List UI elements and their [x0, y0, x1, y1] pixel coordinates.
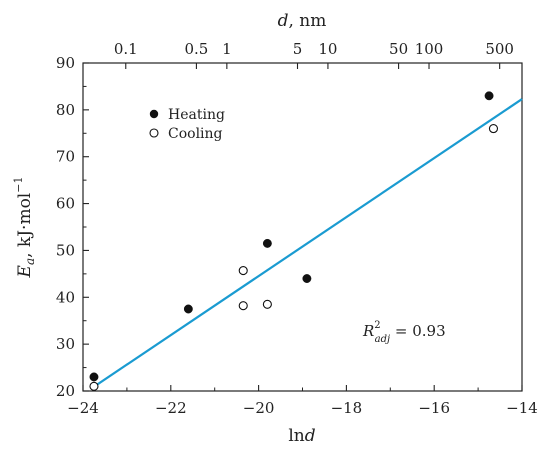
top-tick-label: 10	[318, 40, 337, 58]
left-y-axis: 20 30 40 50 60 70 80 90	[56, 54, 89, 400]
top-tick-label: 100	[415, 40, 444, 58]
cooling-point	[238, 301, 248, 311]
top-tick-label: 0.5	[184, 40, 208, 58]
legend-marker-cooling	[149, 128, 159, 138]
y-tick-label: 30	[56, 335, 75, 353]
legend-label-cooling: Cooling	[168, 126, 223, 142]
y-axis-label: Ea, kJ·mol−1	[12, 177, 37, 279]
x-tick-label: −18	[331, 399, 363, 417]
heating-point	[183, 304, 193, 314]
fit-line	[91, 98, 523, 390]
cooling-point	[488, 124, 499, 134]
top-tick-label: 0.1	[114, 40, 138, 58]
x-axis-label: lnd	[288, 426, 315, 446]
x-tick-label: −16	[418, 399, 450, 417]
cooling-point	[262, 299, 272, 309]
r2-annotation: R2 adj = 0.93	[362, 320, 446, 345]
cooling-point	[238, 266, 248, 276]
top-x-axis-label: d, nm	[278, 11, 327, 31]
heating-point	[262, 238, 272, 248]
x-tick-label: −14	[506, 399, 538, 417]
legend: Heating Cooling	[149, 107, 225, 142]
heating-point	[302, 274, 312, 283]
x-tick-label: −20	[243, 399, 275, 417]
y-tick-label: 90	[56, 54, 75, 72]
heating-point	[484, 91, 494, 101]
heating-point	[89, 372, 99, 382]
top-tick-label: 50	[389, 40, 408, 58]
y-tick-label: 80	[56, 101, 75, 119]
data-points	[89, 91, 499, 391]
y-tick-label: 20	[56, 382, 75, 400]
y-tick-label: 40	[56, 288, 75, 306]
top-tick-label: 500	[485, 40, 514, 58]
x-tick-label: −24	[67, 399, 99, 417]
y-tick-label: 50	[56, 241, 75, 259]
legend-marker-heating	[149, 109, 159, 119]
bottom-x-axis: −24 −22 −20 −18 −16 −14	[67, 385, 538, 417]
cooling-point	[89, 381, 99, 391]
x-tick-label: −22	[155, 399, 187, 417]
y-tick-label: 70	[56, 148, 75, 166]
plot-frame	[82, 62, 523, 392]
top-tick-label: 5	[293, 40, 303, 58]
y-tick-label: 60	[56, 195, 75, 213]
top-tick-label: 1	[222, 40, 232, 58]
top-x-axis: 0.1 0.5 1 5 10 50 100 500	[114, 40, 514, 69]
legend-label-heating: Heating	[168, 107, 225, 123]
